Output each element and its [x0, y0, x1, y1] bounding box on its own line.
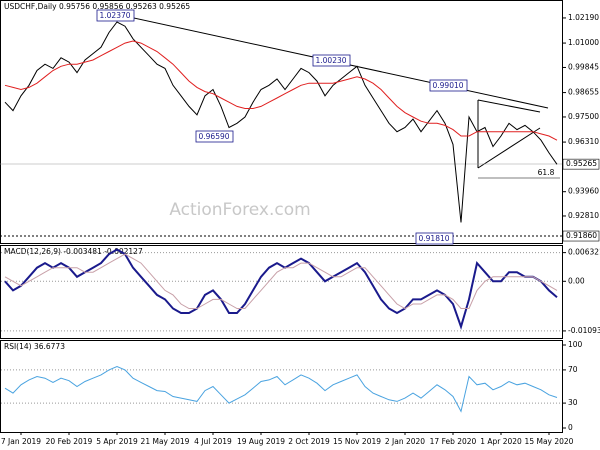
rsi-panel — [0, 340, 563, 433]
annotation: 0.91810 — [419, 234, 450, 243]
x-tick-label: 15 May 2020 — [525, 437, 574, 446]
x-tick-label: 15 Nov 2019 — [333, 437, 381, 446]
x-tick-label: 19 Aug 2019 — [237, 437, 285, 446]
macd-panel — [0, 245, 563, 339]
x-tick-label: 2 Oct 2019 — [288, 437, 330, 446]
annotation: 1.00230 — [316, 56, 347, 65]
y-tick-label: 0.92810 — [568, 211, 599, 220]
annotation-box — [415, 232, 454, 245]
annotation: 1.02370 — [100, 11, 131, 20]
annotation: 0.99010 — [433, 81, 464, 90]
y-tick-label: 0.97500 — [568, 112, 599, 121]
price-tag-label: 0.95265 — [566, 159, 597, 168]
x-tick-label: 2 Jan 2020 — [385, 437, 425, 446]
series-line — [4, 21, 558, 223]
macd-title: MACD(12,26,9) -0.003481 -0.002127 — [4, 247, 143, 256]
y-tick-label: 1.01000 — [568, 38, 599, 47]
annotation-box — [429, 79, 468, 92]
x-tick-label: 1 Apr 2020 — [480, 437, 522, 446]
y-tick-label: -0.010939 — [568, 326, 600, 335]
x-tick-label: 5 Apr 2019 — [96, 437, 138, 446]
y-tick-label: 30 — [568, 398, 578, 407]
y-tick-label: 70 — [568, 365, 578, 374]
price-tag — [562, 158, 600, 170]
x-tick-label: 21 May 2019 — [141, 437, 190, 446]
series-line — [4, 248, 558, 330]
triangle-lower — [477, 127, 541, 169]
y-tick-label: 0.93960 — [568, 187, 599, 196]
x-tick-label: 4 Jul 2019 — [194, 437, 232, 446]
annotation-box — [312, 54, 351, 67]
fib-label: 61.8 — [538, 168, 555, 177]
y-tick-label: 100 — [568, 340, 583, 349]
annotation-box — [96, 9, 135, 22]
price-tag — [562, 230, 600, 242]
watermark: ActionForex.com — [169, 200, 310, 220]
y-tick-label: 0.00 — [568, 276, 585, 285]
x-tick-label: 20 Feb 2019 — [46, 437, 93, 446]
annotation: 0.96590 — [199, 132, 230, 141]
y-tick-label: 1.02190 — [568, 13, 599, 22]
y-tick-label: 0.96310 — [568, 137, 599, 146]
y-tick-label: 0.99845 — [568, 62, 599, 71]
series-line — [4, 253, 558, 310]
y-tick-label: 0.006321 — [568, 248, 600, 257]
series-line — [4, 366, 558, 413]
price-panel — [0, 0, 563, 244]
series-line — [4, 40, 558, 141]
annotation-box — [195, 130, 234, 143]
triangle-upper — [477, 99, 541, 113]
x-tick-label: 7 Jan 2019 — [1, 437, 41, 446]
x-tick-label: 17 Feb 2020 — [430, 437, 477, 446]
y-tick-label: 0.98655 — [568, 88, 599, 97]
rsi-title: RSI(14) 36.6773 — [4, 342, 65, 351]
price-title: USDCHF,Daily 0.95756 0.95856 0.95263 0.9… — [4, 2, 190, 11]
y-tick-label: 0 — [568, 423, 573, 432]
price-tag-label: 0.91860 — [566, 231, 597, 240]
